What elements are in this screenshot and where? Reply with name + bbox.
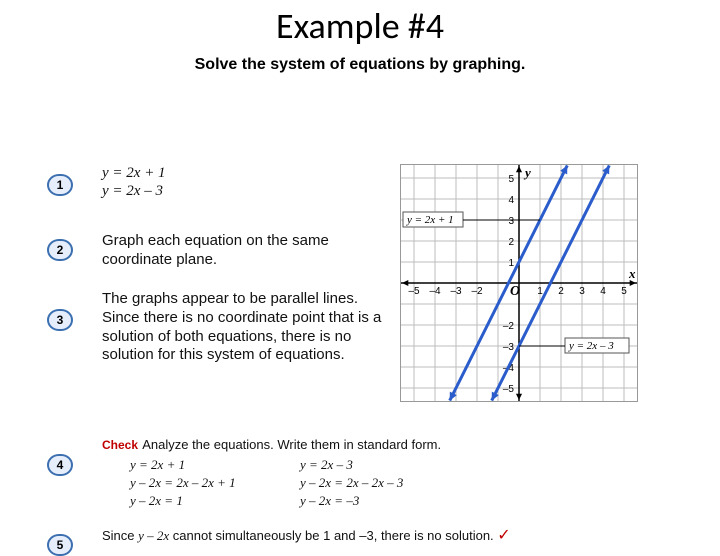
step5-var: y – 2x [138,528,169,543]
step4-colA: y = 2x + 1 y – 2x = 2x – 2x + 1 y – 2x =… [130,456,236,511]
step4-colB-0: y = 2x – 3 [300,456,403,474]
svg-text:–3: –3 [503,342,515,353]
step1-eq1: y = 2x + 1 [102,164,166,183]
step4-colB-2: y – 2x = –3 [300,492,403,510]
step-badge-5: 5 [47,534,73,556]
check-label: Check [102,438,138,452]
coordinate-graph: –5–4–3–21234554321–2–3–4–5Oxyy = 2x + 1y… [400,164,638,402]
svg-text:–2: –2 [471,286,483,297]
svg-text:y = 2x – 3: y = 2x – 3 [568,340,614,352]
page-title: Example #4 [0,4,720,48]
step5-text: Since y – 2x cannot simultaneously be 1 … [102,526,522,546]
step-badge-4: 4 [47,454,73,476]
step4-colA-0: y = 2x + 1 [130,456,236,474]
svg-text:y: y [523,165,531,180]
svg-text:O: O [510,284,520,299]
step2-text: Graph each equation on the same coordina… [102,232,362,270]
step-badge-2: 2 [47,239,73,261]
step-badge-3: 3 [47,309,73,331]
checkmark-icon: ✓ [497,527,510,544]
step1-eq2: y = 2x – 3 [102,182,163,201]
svg-text:–3: –3 [450,286,462,297]
step4-text: Analyze the equations. Write them in sta… [142,437,441,452]
svg-text:4: 4 [600,286,606,297]
svg-text:3: 3 [508,216,514,227]
svg-text:3: 3 [579,286,585,297]
step4-colB-1: y – 2x = 2x – 2x – 3 [300,474,403,492]
step4-colA-1: y – 2x = 2x – 2x + 1 [130,474,236,492]
step4-colA-2: y – 2x = 1 [130,492,236,510]
svg-text:4: 4 [508,195,514,206]
instruction-text: Solve the system of equations by graphin… [144,56,576,74]
svg-text:–2: –2 [503,321,515,332]
svg-text:2: 2 [558,286,564,297]
step3-text: The graphs appear to be parallel lines. … [102,290,384,365]
step5-t2: cannot simultaneously be 1 and –3, there… [169,528,497,543]
svg-text:5: 5 [508,174,514,185]
svg-text:–4: –4 [429,286,441,297]
svg-text:2: 2 [508,237,514,248]
step5-t1: Since [102,528,138,543]
svg-text:x: x [628,266,636,281]
svg-text:–5: –5 [408,286,420,297]
svg-text:1: 1 [537,286,543,297]
step-badge-1: 1 [47,174,73,196]
svg-text:y = 2x + 1: y = 2x + 1 [406,214,454,226]
step4-colB: y = 2x – 3 y – 2x = 2x – 2x – 3 y – 2x =… [300,456,403,511]
svg-text:–5: –5 [503,384,515,395]
svg-text:5: 5 [621,286,627,297]
svg-text:1: 1 [508,258,514,269]
